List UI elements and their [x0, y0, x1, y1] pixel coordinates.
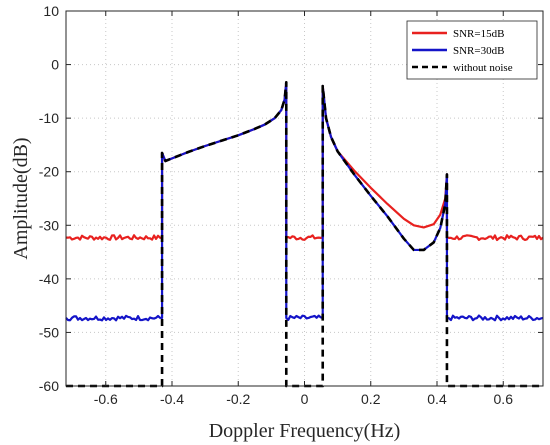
- legend: SNR=15dB SNR=30dB without noise: [406, 20, 538, 80]
- x-tick-label-0: -0.6: [94, 391, 118, 407]
- y-tick-label-5: -10: [39, 110, 59, 126]
- y-tick-label-6: 0: [51, 57, 59, 73]
- x-tick-label-1: -0.4: [160, 391, 184, 407]
- x-tick-label-4: 0.2: [361, 391, 381, 407]
- x-axis-label: Doppler Frequency(Hz): [209, 420, 401, 442]
- series-line-snr-15db-0: [65, 81, 544, 242]
- legend-label-1: SNR=30dB: [453, 45, 504, 57]
- y-tick-label-1: -50: [39, 324, 59, 340]
- x-tick-label-2: -0.2: [226, 391, 250, 407]
- x-tick-label-6: 0.6: [494, 391, 514, 407]
- y-tick-label-3: -30: [39, 217, 59, 233]
- y-tick-label-2: -40: [39, 271, 59, 287]
- x-tick-label-3: 0: [301, 391, 309, 407]
- series-line-snr-30db-0: [65, 81, 544, 322]
- y-axis-ticks: -60 -50 -40 -30 -20 -10 0 10: [39, 3, 543, 394]
- legend-label-0: SNR=15dB: [453, 28, 504, 40]
- x-axis-ticks: -0.6 -0.4 -0.2 0 0.2 0.4 0.6: [94, 11, 514, 407]
- y-tick-label-0: -60: [39, 378, 59, 394]
- series-layer: [65, 80, 544, 388]
- x-tick-label-5: 0.4: [427, 391, 447, 407]
- series-line-without-noise-0: [66, 80, 543, 388]
- legend-label-2: without noise: [453, 62, 513, 74]
- grid: [66, 10, 543, 387]
- y-tick-label-4: -20: [39, 164, 59, 180]
- y-axis-label: Amplitude(dB): [10, 137, 32, 259]
- y-tick-label-7: 10: [43, 3, 59, 19]
